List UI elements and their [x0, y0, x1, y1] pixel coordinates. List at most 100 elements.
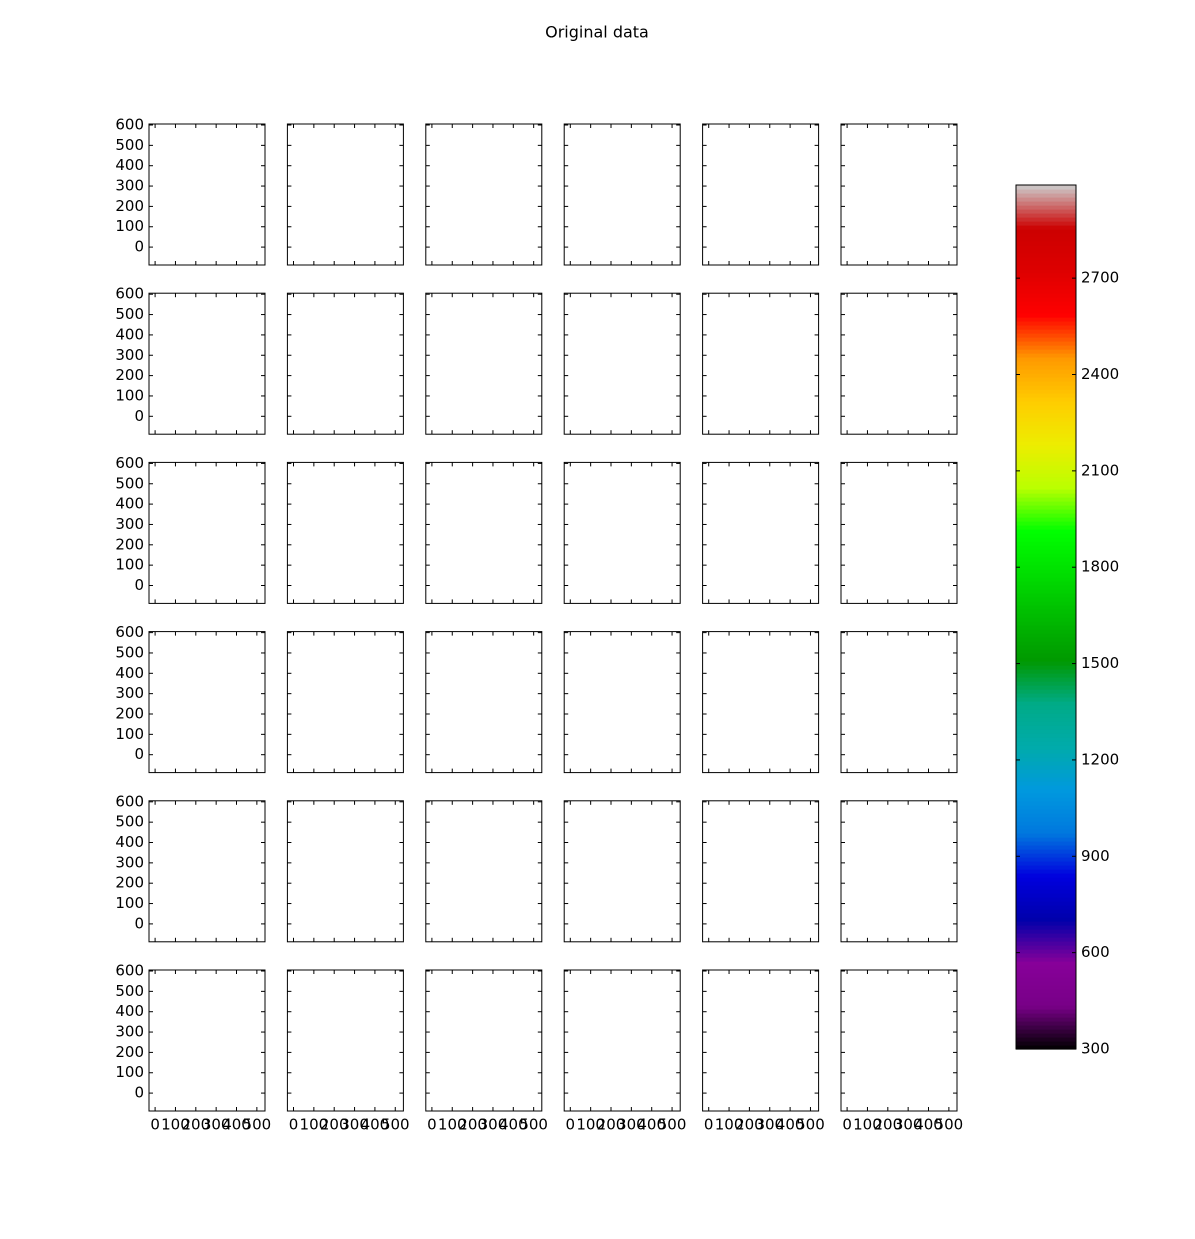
colorbar-segment: [1016, 877, 1076, 882]
colorbar-segment: [1016, 497, 1076, 502]
colorbar-segment: [1016, 909, 1076, 914]
colorbar-segment: [1016, 561, 1076, 566]
x-tick-label: 100: [161, 1116, 190, 1134]
colorbar-segment: [1016, 817, 1076, 822]
axes-frame: [840, 461, 958, 604]
y-tick-label: 600: [115, 792, 144, 810]
colorbar-segment: [1016, 849, 1076, 854]
subplot: [702, 631, 820, 774]
colorbar-segment: [1016, 593, 1076, 598]
axes-frame: [148, 969, 266, 1112]
colorbar-segment: [1016, 253, 1076, 258]
y-tick-label: 100: [115, 556, 144, 574]
y-tick-label: 0: [134, 1084, 144, 1102]
colorbar-segment: [1016, 349, 1076, 354]
subplot: [425, 292, 543, 435]
colorbar-segment: [1016, 617, 1076, 622]
colorbar-segment: [1016, 333, 1076, 338]
colorbar-segment: [1016, 373, 1076, 378]
colorbar-segment: [1016, 941, 1076, 946]
colorbar-segment: [1016, 205, 1076, 210]
colorbar-segment: [1016, 961, 1076, 966]
x-tick-label: 300: [617, 1116, 646, 1134]
colorbar-segment: [1016, 429, 1076, 434]
colorbar-segment: [1016, 453, 1076, 458]
colorbar-segment: [1016, 885, 1076, 890]
colorbar-segment: [1016, 965, 1076, 970]
x-tick-label: 100: [576, 1116, 605, 1134]
colorbar-segment: [1016, 405, 1076, 410]
y-tick-label: 300: [115, 1023, 144, 1041]
colorbar-segment: [1016, 401, 1076, 406]
axes-frame: [425, 123, 543, 266]
colorbar-segment: [1016, 317, 1076, 322]
colorbar-segment: [1016, 685, 1076, 690]
colorbar-segment: [1016, 929, 1076, 934]
axes-frame: [563, 969, 681, 1112]
colorbar-segment: [1016, 609, 1076, 614]
colorbar-segment: [1016, 581, 1076, 586]
subplot: 0 100 200 300 400 500 600: [115, 116, 266, 266]
axes-frame: [702, 123, 820, 266]
x-tick-label: 500: [519, 1116, 548, 1134]
colorbar-segment: [1016, 917, 1076, 922]
colorbar-tick-label: 2100: [1081, 461, 1119, 479]
axes-frame: [563, 461, 681, 604]
axes-frame: [563, 123, 681, 266]
colorbar-segment: [1016, 981, 1076, 986]
subplot: [563, 800, 681, 943]
colorbar-segment: [1016, 1033, 1076, 1038]
colorbar-segment: [1016, 933, 1076, 938]
colorbar-segment: [1016, 657, 1076, 662]
colorbar-segment: [1016, 325, 1076, 330]
y-tick-label: 500: [115, 643, 144, 661]
x-tick-label: 300: [755, 1116, 784, 1134]
colorbar-segment: [1016, 697, 1076, 702]
colorbar-tick-label: 2700: [1081, 269, 1119, 287]
subplot: [286, 292, 404, 435]
colorbar-segment: [1016, 493, 1076, 498]
colorbar-segment: [1016, 725, 1076, 730]
subplot: [286, 123, 404, 266]
colorbar-segment: [1016, 889, 1076, 894]
colorbar-segment: [1016, 489, 1076, 494]
x-tick-label: 100: [438, 1116, 467, 1134]
colorbar-segment: [1016, 265, 1076, 270]
colorbar-segment: [1016, 1005, 1076, 1010]
colorbar-segment: [1016, 801, 1076, 806]
x-tick-label: 400: [499, 1116, 528, 1134]
colorbar-segment: [1016, 185, 1076, 190]
colorbar-segment: [1016, 653, 1076, 658]
x-tick-label: 500: [658, 1116, 687, 1134]
y-tick-label: 200: [115, 535, 144, 553]
colorbar-segment: [1016, 393, 1076, 398]
colorbar-tick-label: 2400: [1081, 365, 1119, 383]
x-tick-label: 300: [894, 1116, 923, 1134]
axes-frame: [563, 631, 681, 774]
colorbar-segment: [1016, 269, 1076, 274]
colorbar-segment: [1016, 213, 1076, 218]
y-tick-label: 500: [115, 474, 144, 492]
colorbar-segment: [1016, 217, 1076, 222]
colorbar-segment: [1016, 833, 1076, 838]
colorbar-segment: [1016, 513, 1076, 518]
x-tick-label: 100: [300, 1116, 329, 1134]
subplot: [840, 800, 958, 943]
colorbar-segment: [1016, 713, 1076, 718]
subplot: [286, 461, 404, 604]
colorbar-segment: [1016, 913, 1076, 918]
colorbar-segment: [1016, 805, 1076, 810]
subplot: [425, 631, 543, 774]
x-tick-label: 200: [597, 1116, 626, 1134]
colorbar-segment: [1016, 413, 1076, 418]
colorbar: 300 600 900 1200 1500 1800 2100 2400 2700: [1015, 184, 1119, 1058]
colorbar-segment: [1016, 473, 1076, 478]
colorbar-segment: [1016, 353, 1076, 358]
colorbar-segment: [1016, 605, 1076, 610]
colorbar-segment: [1016, 521, 1076, 526]
colorbar-segment: [1016, 397, 1076, 402]
subplot: 0 100 200 300 400 500 600: [115, 454, 266, 604]
colorbar-segment: [1016, 385, 1076, 390]
subplot: [563, 123, 681, 266]
y-tick-label: 400: [115, 156, 144, 174]
